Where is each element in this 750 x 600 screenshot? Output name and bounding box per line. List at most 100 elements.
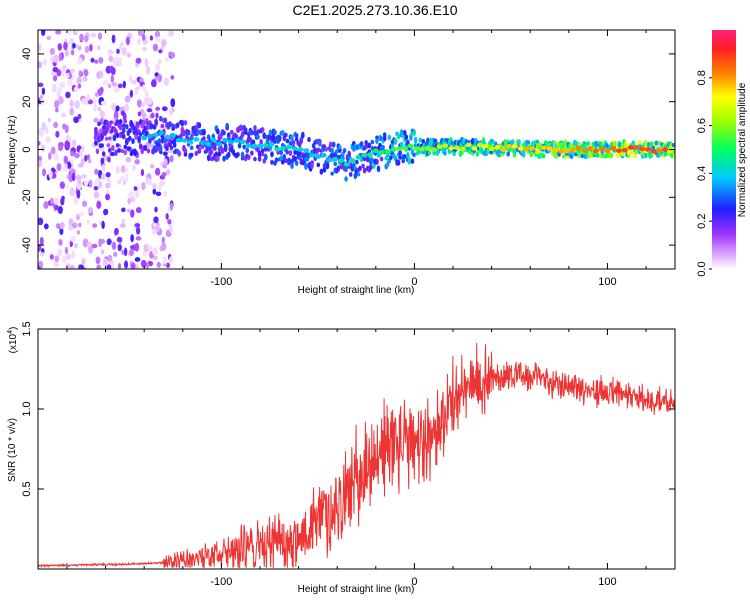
spectral-blob (109, 120, 114, 125)
ridge-peak (448, 146, 455, 151)
ridge-peak (419, 146, 426, 152)
spectral-blob (305, 156, 310, 162)
noise-blob (155, 191, 162, 197)
ridge-peak (610, 145, 617, 151)
spectral-blob (175, 122, 180, 128)
spectral-blob (260, 127, 265, 133)
noise-blob (98, 56, 104, 64)
ridge-peak (326, 157, 333, 163)
noise-blob (106, 238, 112, 246)
noise-blob (79, 33, 84, 42)
noise-blob (46, 35, 52, 41)
noise-blob (134, 86, 139, 95)
spectral-blob (643, 139, 648, 146)
ridge-peak (181, 138, 188, 143)
spectral-blob (646, 141, 651, 148)
spectral-blob (310, 162, 314, 169)
noise-blob (162, 164, 168, 169)
ridge-peak (297, 147, 304, 152)
noise-blob (124, 95, 131, 103)
noise-blob (159, 180, 166, 186)
spectral-blob (280, 129, 285, 136)
ridge-peak (245, 143, 252, 148)
noise-blob (105, 172, 111, 178)
noise-blob (111, 103, 117, 111)
spectral-blob (111, 151, 115, 157)
noise-blob (100, 109, 104, 116)
spectral-blob (526, 140, 531, 145)
ridge-peak (343, 162, 350, 167)
noise-blob (117, 244, 122, 252)
ridge-peak (291, 146, 298, 151)
spectral-blob (124, 123, 129, 130)
spectral-blob (134, 150, 138, 156)
noise-blob (68, 218, 74, 226)
spectral-blob (353, 172, 358, 180)
spectral-blob (620, 152, 625, 157)
noise-blob (65, 262, 71, 269)
noise-blob (120, 223, 126, 229)
spectral-blob (260, 152, 265, 157)
spectral-blob (663, 151, 668, 157)
noise-blob (38, 82, 44, 88)
noise-blob (148, 143, 154, 148)
noise-blob (50, 197, 54, 205)
ridge-peak (505, 143, 512, 149)
noise-blob (78, 212, 84, 217)
ridge-peak (436, 144, 443, 150)
noise-blob (93, 181, 98, 186)
noise-blob (67, 161, 71, 169)
ridge-peak (233, 138, 240, 143)
spectral-blob (101, 125, 106, 130)
spectral-blob (250, 150, 254, 156)
noise-blob (121, 207, 126, 213)
spectral-blob (339, 164, 344, 170)
ridge-peak (650, 148, 657, 154)
noise-blob (71, 172, 76, 182)
ridge-peak (401, 145, 408, 151)
spectrogram-xtick-label: -100 (210, 276, 232, 288)
spectral-blob (375, 138, 379, 144)
noise-blob (146, 30, 152, 33)
spectral-blob (362, 167, 367, 174)
spectral-blob (382, 135, 387, 142)
spectral-blob (535, 142, 540, 150)
ridge-peak (442, 143, 449, 149)
spectral-blob (511, 139, 515, 145)
noise-blob (111, 241, 117, 251)
ridge-peak (320, 152, 327, 158)
spectral-blob (330, 171, 334, 176)
noise-blob (42, 58, 48, 66)
spectral-blob (234, 133, 239, 140)
ridge-peak (413, 146, 420, 151)
colorbar-tick-label: 0.4 (696, 166, 708, 181)
noise-blob (152, 43, 159, 52)
noise-blob (93, 191, 100, 199)
noise-blob (68, 224, 74, 231)
noise-blob (129, 248, 134, 256)
ridge-peak (500, 147, 507, 152)
noise-blob (116, 48, 120, 54)
noise-blob (82, 238, 89, 248)
noise-blob (121, 249, 125, 256)
spectrogram-ytick-label: 0 (21, 146, 33, 152)
spectral-blob (316, 147, 321, 153)
noise-blob (113, 111, 119, 120)
spectral-blob (412, 152, 416, 157)
noise-blob (45, 126, 49, 135)
noise-blob (90, 57, 95, 63)
ridge-peak (251, 143, 258, 149)
noise-blob (38, 128, 44, 136)
snr-series-line (38, 342, 675, 569)
ridge-peak (477, 142, 484, 148)
ridge-peak (332, 156, 339, 162)
noise-blob (38, 140, 41, 146)
noise-blob (97, 88, 103, 97)
spectral-blob (230, 129, 234, 135)
spectral-blob (226, 151, 231, 158)
noise-blob (63, 155, 69, 164)
spectral-blob (344, 165, 348, 173)
ridge-peak (349, 158, 356, 164)
spectral-blob (189, 145, 194, 150)
